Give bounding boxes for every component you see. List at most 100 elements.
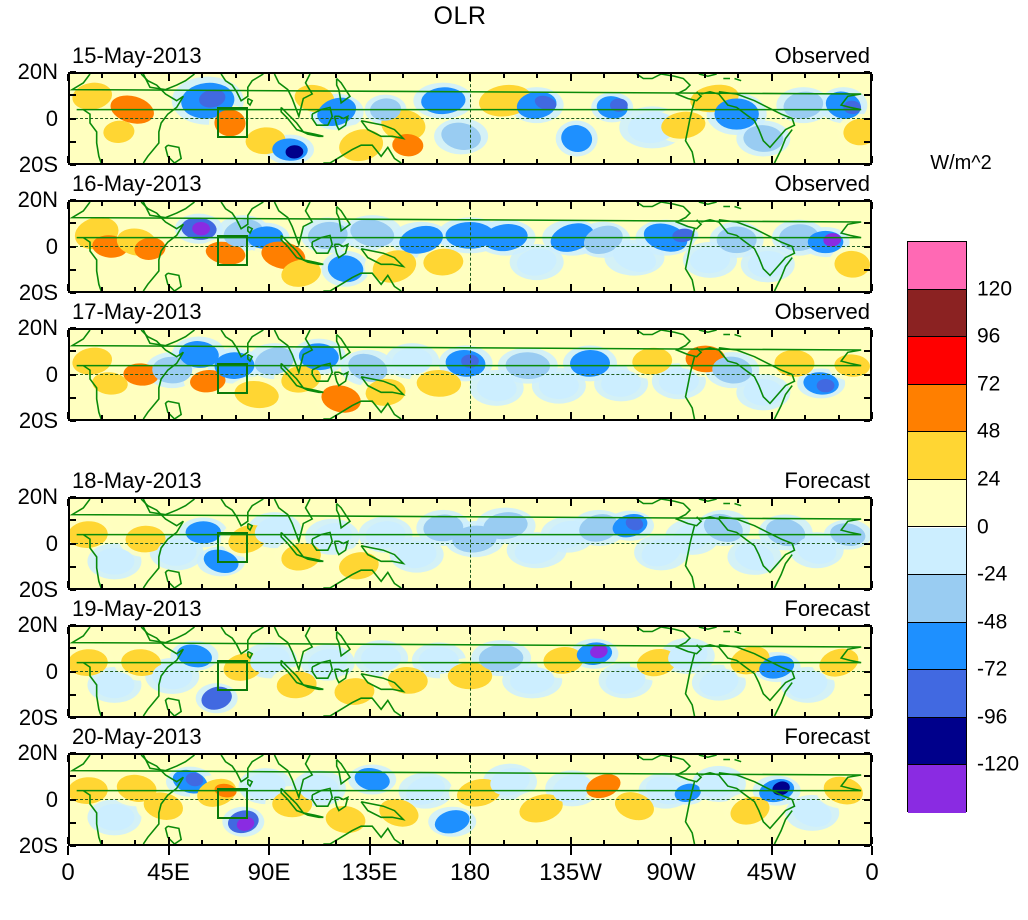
panel-frame-tick xyxy=(70,589,76,591)
y-axis-tick-label: 20N xyxy=(17,59,58,84)
colorbar-tick-label: -24 xyxy=(977,562,1008,586)
panel-frame-tick xyxy=(603,584,605,588)
panel-frame-tick xyxy=(234,202,237,206)
panel-frame-tick xyxy=(301,330,304,334)
panel-frame-tick xyxy=(469,284,471,291)
panel-frame-tick xyxy=(70,396,76,399)
panel-frame-tick xyxy=(100,840,103,844)
panel-frame-tick xyxy=(670,627,672,634)
panel-frame-tick xyxy=(167,284,170,291)
panel-frame-tick xyxy=(301,584,304,588)
panel-frame-tick xyxy=(234,74,237,78)
panel-frame-tick xyxy=(804,755,806,759)
panel-frame-tick xyxy=(70,327,76,329)
panel-frame-tick xyxy=(770,755,773,762)
panel-frame-tick xyxy=(837,415,840,419)
panel-frame-tick xyxy=(737,415,739,419)
panel-frame-tick xyxy=(234,415,237,419)
panel-frame-tick xyxy=(70,94,76,97)
panel-frame-tick xyxy=(864,496,870,498)
x-axis-tick-label: 90E xyxy=(247,859,291,886)
panel-frame-tick xyxy=(737,74,739,78)
panel-frame-tick xyxy=(636,287,639,291)
panel-frame-tick xyxy=(502,330,505,334)
panel-frame-tick xyxy=(435,499,438,503)
panel-frame-tick xyxy=(804,499,806,503)
panel-frame-tick xyxy=(737,627,739,631)
panel-frame-tick xyxy=(837,627,840,631)
x-axis-tick-label: 90W xyxy=(646,859,696,886)
panel-frame-tick xyxy=(167,499,170,506)
panel-frame-tick xyxy=(67,156,69,163)
panel-frame-tick xyxy=(770,330,773,337)
panel-kind-label: Forecast xyxy=(784,596,870,621)
panel-frame-tick xyxy=(703,415,706,419)
panel-frame-tick xyxy=(70,71,76,73)
panel-frame-tick xyxy=(603,755,605,759)
panel-frame-tick xyxy=(864,821,870,824)
panel-kind-label: Forecast xyxy=(784,724,870,749)
panel-frame-tick xyxy=(864,94,870,97)
panel-frame-tick xyxy=(70,775,76,778)
panel-frame-tick xyxy=(536,415,538,419)
panel-frame-tick xyxy=(837,712,840,716)
panel-frame-tick xyxy=(435,627,438,631)
panel-date-label: 20-May-2013 xyxy=(72,724,202,749)
panel-frame-tick xyxy=(100,202,103,206)
panel-frame-tick xyxy=(100,415,103,419)
y-axis-tick-label: 0 xyxy=(45,658,58,684)
panel-frame-tick xyxy=(268,284,270,291)
panel-kind-label: Forecast xyxy=(784,468,870,493)
map-panel xyxy=(68,625,872,718)
panel-frame-tick xyxy=(134,840,136,844)
panel-frame-tick xyxy=(737,499,739,503)
panel-frame-tick xyxy=(871,837,873,844)
panel-frame-tick xyxy=(871,627,873,634)
y-axis-tick-label: 0 xyxy=(45,786,58,812)
panel-frame-tick xyxy=(670,284,672,291)
panel-frame-tick xyxy=(636,627,639,631)
panel-frame-tick xyxy=(134,415,136,419)
y-axis-tick-label: 20S xyxy=(18,280,58,305)
olr-anomaly-field xyxy=(70,202,870,291)
map-panel xyxy=(68,753,872,846)
panel-frame-tick xyxy=(435,202,438,206)
panel-frame-tick xyxy=(871,284,873,291)
panel-frame-tick xyxy=(67,412,69,419)
panel-frame-tick xyxy=(536,712,538,716)
map-panel xyxy=(68,497,872,590)
panel-frame-tick xyxy=(864,845,870,847)
panel-frame-tick xyxy=(70,752,76,754)
panel-frame-tick xyxy=(335,159,337,163)
panel-frame-tick xyxy=(469,74,471,81)
panel-frame-tick xyxy=(167,755,170,762)
panel-frame-tick xyxy=(864,693,870,696)
panel-frame-tick xyxy=(469,330,471,337)
panel-kind-label: Observed xyxy=(774,171,870,196)
panel-frame-tick xyxy=(469,499,471,506)
panel-frame-tick xyxy=(402,840,404,844)
panel-frame-tick xyxy=(871,581,873,588)
panel-frame-tick xyxy=(100,159,103,163)
panel-frame-tick xyxy=(435,840,438,844)
panel-frame-tick xyxy=(368,74,371,81)
panel-frame-tick xyxy=(703,159,706,163)
panel-frame-tick xyxy=(268,330,270,337)
panel-frame-tick xyxy=(871,755,873,762)
panel-frame-tick xyxy=(234,159,237,163)
panel-frame-tick xyxy=(268,709,270,716)
panel-frame-tick xyxy=(837,330,840,334)
colorbar-tick-label: -96 xyxy=(977,705,1008,729)
panel-frame-tick xyxy=(335,330,337,334)
panel-frame-tick xyxy=(234,287,237,291)
panel-frame-tick xyxy=(435,584,438,588)
panel-frame-tick xyxy=(234,840,237,844)
panel-frame-tick xyxy=(402,584,404,588)
x-axis-tick xyxy=(268,846,270,855)
panel-frame-tick xyxy=(770,412,773,419)
map-panel xyxy=(68,200,872,293)
panel-frame-tick xyxy=(469,709,471,716)
panel-frame-tick xyxy=(435,755,438,759)
panel-kind-label: Observed xyxy=(774,299,870,324)
